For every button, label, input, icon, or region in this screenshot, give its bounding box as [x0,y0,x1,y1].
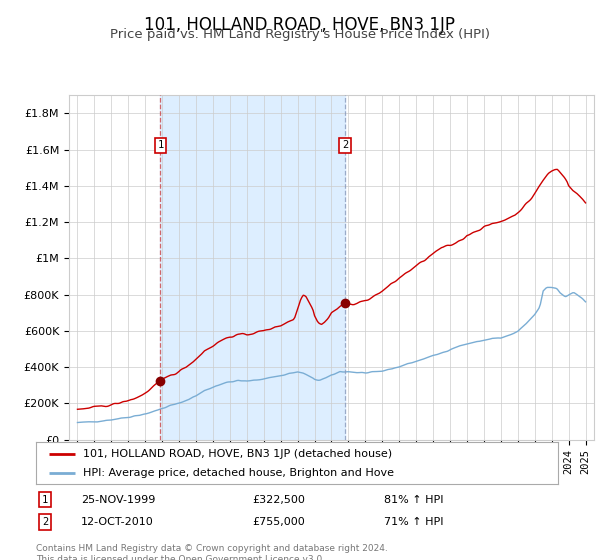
Text: Price paid vs. HM Land Registry's House Price Index (HPI): Price paid vs. HM Land Registry's House … [110,28,490,41]
Text: £322,500: £322,500 [252,494,305,505]
Text: 71% ↑ HPI: 71% ↑ HPI [384,517,443,527]
Text: Contains HM Land Registry data © Crown copyright and database right 2024.
This d: Contains HM Land Registry data © Crown c… [36,544,388,560]
Text: 101, HOLLAND ROAD, HOVE, BN3 1JP (detached house): 101, HOLLAND ROAD, HOVE, BN3 1JP (detach… [83,449,392,459]
Text: 2: 2 [42,517,48,527]
Text: 1: 1 [157,140,164,150]
Text: 2: 2 [342,140,348,150]
Text: 25-NOV-1999: 25-NOV-1999 [81,494,155,505]
Text: £755,000: £755,000 [252,517,305,527]
Bar [160,95,345,440]
Text: 81% ↑ HPI: 81% ↑ HPI [384,494,443,505]
Text: 1: 1 [42,494,48,505]
Text: HPI: Average price, detached house, Brighton and Hove: HPI: Average price, detached house, Brig… [83,468,394,478]
Text: 12-OCT-2010: 12-OCT-2010 [81,517,154,527]
Text: 101, HOLLAND ROAD, HOVE, BN3 1JP: 101, HOLLAND ROAD, HOVE, BN3 1JP [145,16,455,34]
